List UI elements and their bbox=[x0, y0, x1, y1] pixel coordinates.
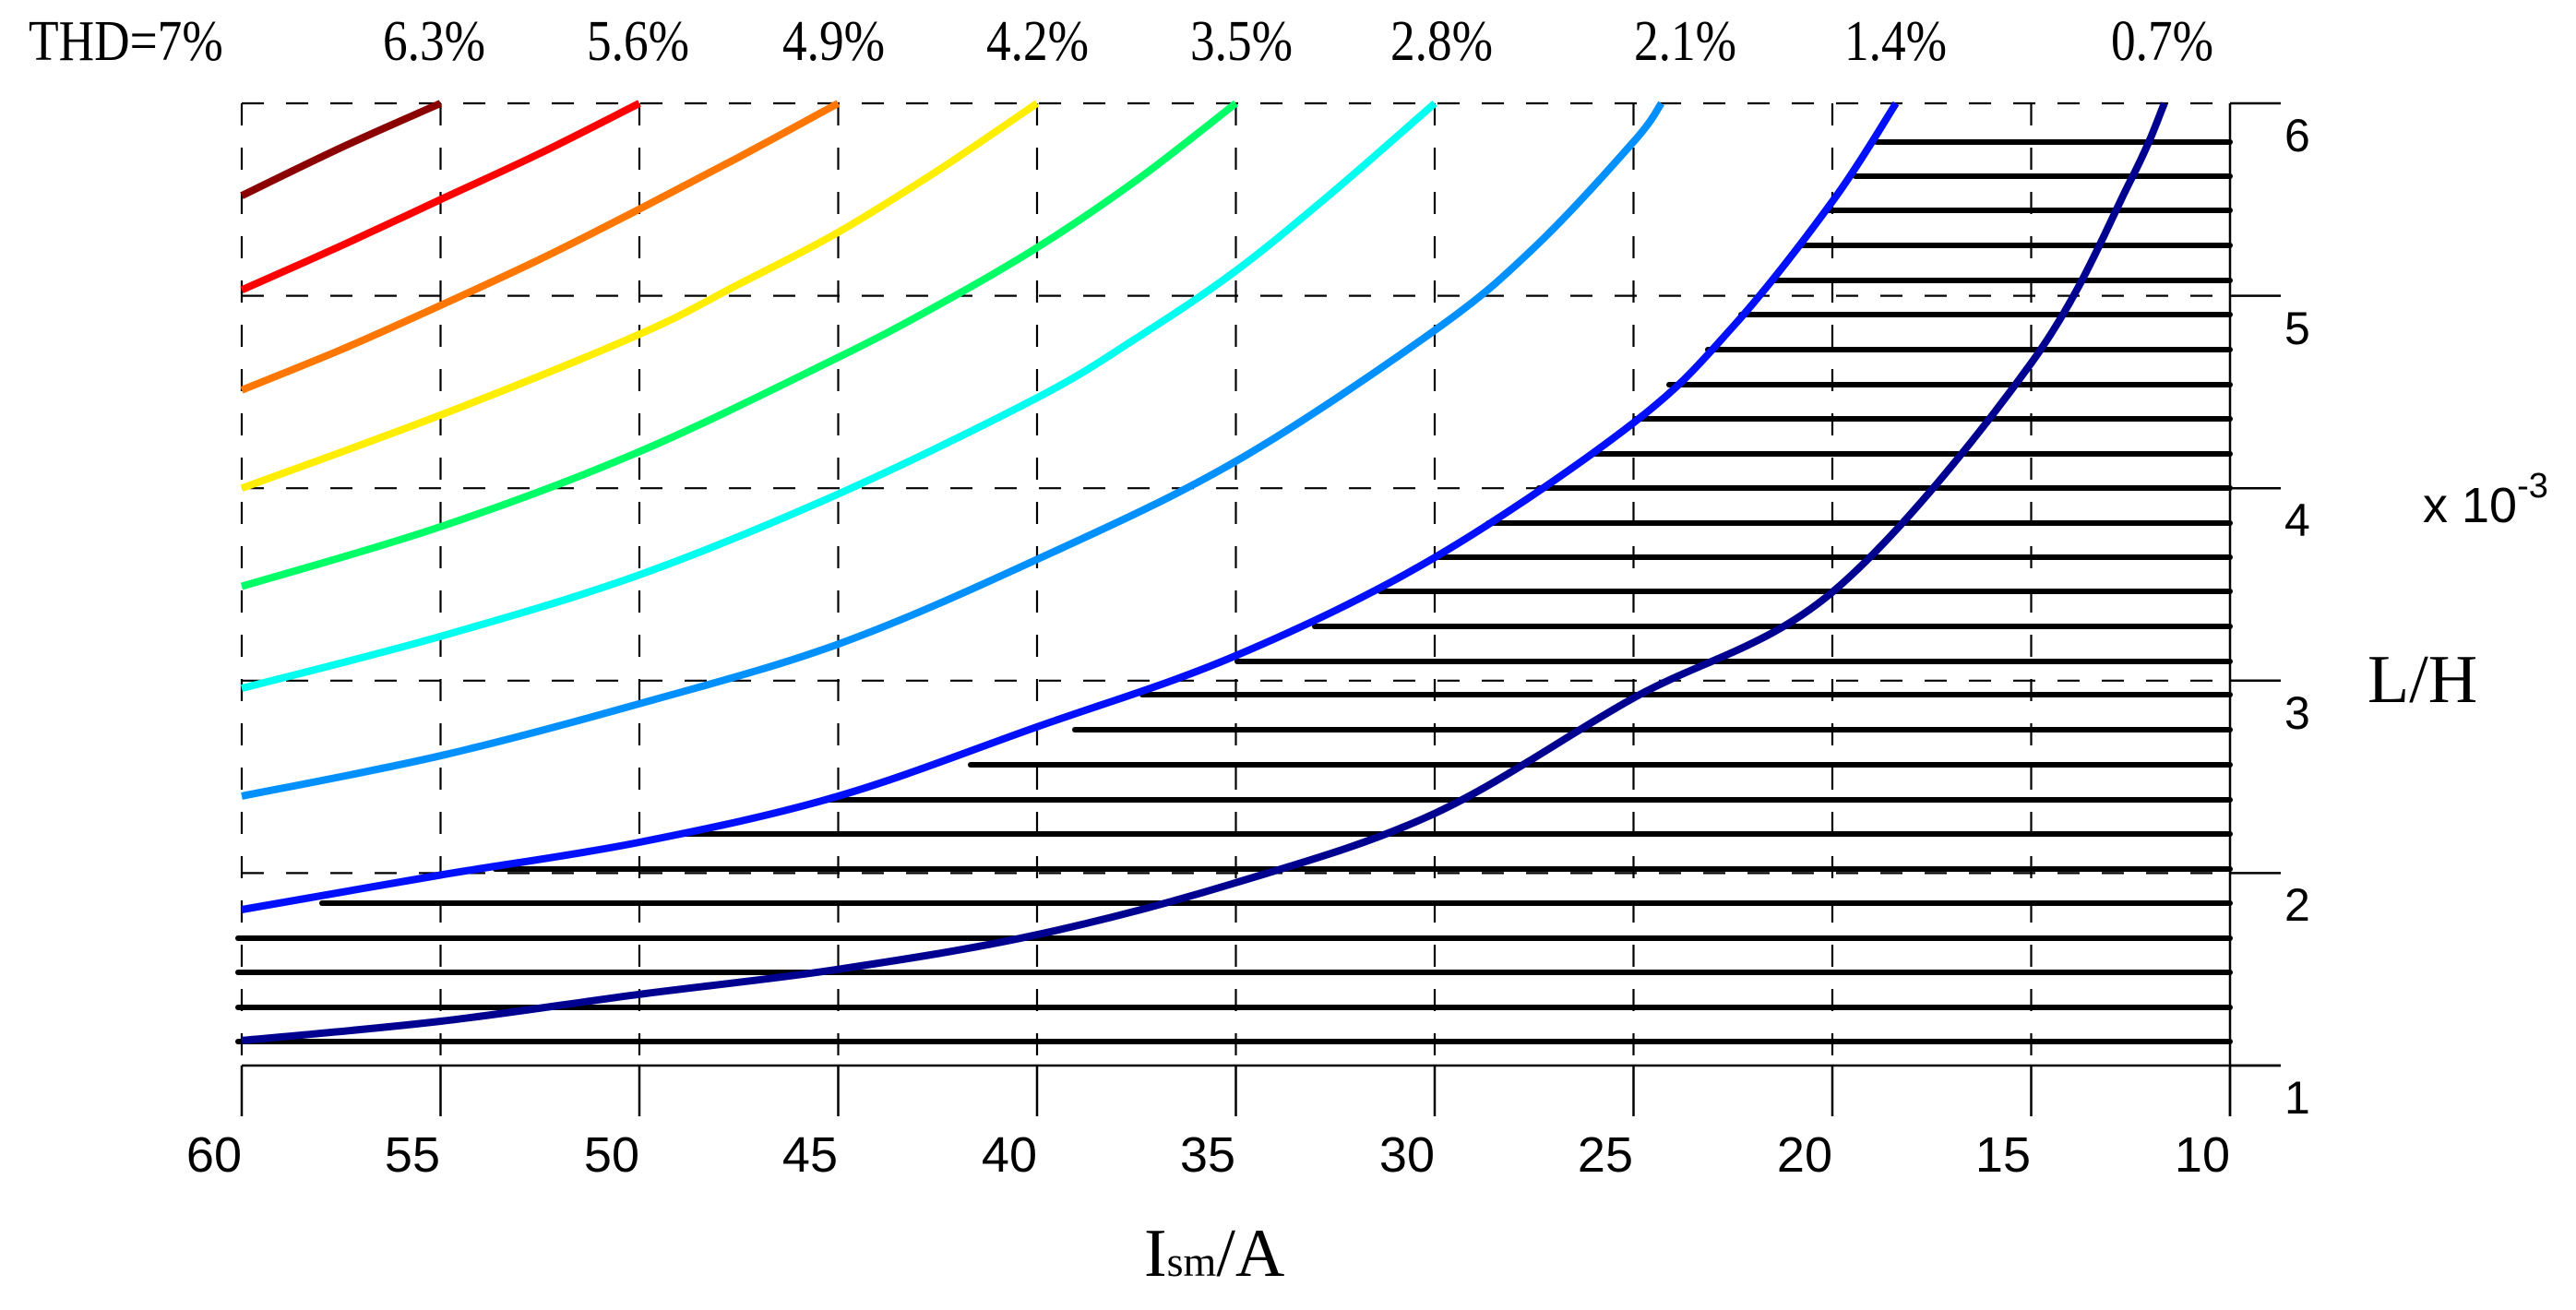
y-tick-label: 3 bbox=[2284, 687, 2310, 739]
thd-curve-0-7pct bbox=[241, 101, 2168, 1044]
y-tick-label: 2 bbox=[2284, 879, 2310, 931]
x-axis-title-main: I bbox=[1144, 1216, 1167, 1292]
x-axis-title-subscript: sm bbox=[1166, 1238, 1217, 1285]
x-tick-label: 45 bbox=[781, 1127, 838, 1183]
curve-label-1-4: 1.4% bbox=[1844, 10, 1948, 73]
curve-label-4-2: 4.2% bbox=[986, 10, 1090, 73]
curve-label-thd-7: THD=7% bbox=[29, 10, 223, 73]
curve-label-3-5: 3.5% bbox=[1190, 10, 1294, 73]
y-tick-label: 5 bbox=[2284, 303, 2310, 354]
axes bbox=[240, 101, 2281, 1116]
curve-label-6-3: 6.3% bbox=[383, 10, 486, 73]
x-axis-title-unit: /A bbox=[1216, 1216, 1285, 1292]
thd-curve-2-1pct bbox=[241, 101, 1665, 800]
curve-label-4-9: 4.9% bbox=[782, 10, 886, 73]
x-axis-title: Ism/A bbox=[1144, 1220, 1284, 1288]
thd-curve-4-2pct bbox=[240, 100, 1040, 492]
y-axis-scale-factor: x 10-3 bbox=[2423, 469, 2548, 533]
x-tick-label: 25 bbox=[1577, 1127, 1633, 1183]
y-scale-exponent: -3 bbox=[2517, 467, 2548, 506]
x-tick-label: 20 bbox=[1776, 1127, 1832, 1183]
curve-label-2-1: 2.1% bbox=[1634, 10, 1737, 73]
curve-label-0-7: 0.7% bbox=[2111, 10, 2214, 73]
x-tick-label: 55 bbox=[384, 1127, 440, 1183]
thd-curve-2-8pct bbox=[240, 100, 1437, 692]
x-tick-label: 60 bbox=[185, 1127, 242, 1183]
hatched-region bbox=[235, 139, 2233, 1044]
x-tick-label: 15 bbox=[1974, 1127, 2031, 1183]
x-tick-label: 40 bbox=[981, 1127, 1037, 1183]
curve-label-5-6: 5.6% bbox=[587, 10, 690, 73]
thd-curves bbox=[240, 100, 2168, 1044]
thd-curve-3-5pct bbox=[240, 100, 1238, 590]
thd-curve-1-4pct bbox=[241, 101, 1900, 913]
y-tick-label: 4 bbox=[2284, 494, 2310, 546]
y-scale-base: x 10 bbox=[2423, 478, 2518, 533]
x-tick-label: 30 bbox=[1378, 1127, 1435, 1183]
thd-curve-5-6pct bbox=[240, 100, 641, 293]
x-tick-label: 35 bbox=[1179, 1127, 1235, 1183]
thd-curve-6-3pct bbox=[240, 100, 443, 199]
thd-curve-4-9pct bbox=[240, 100, 841, 394]
curve-label-2-8: 2.8% bbox=[1390, 10, 1494, 73]
x-tick-label: 50 bbox=[583, 1127, 639, 1183]
x-tick-label: 10 bbox=[2174, 1127, 2230, 1183]
y-tick-label: 1 bbox=[2284, 1072, 2310, 1124]
y-axis-title: L/H bbox=[2367, 642, 2478, 718]
y-tick-label: 6 bbox=[2284, 110, 2310, 161]
